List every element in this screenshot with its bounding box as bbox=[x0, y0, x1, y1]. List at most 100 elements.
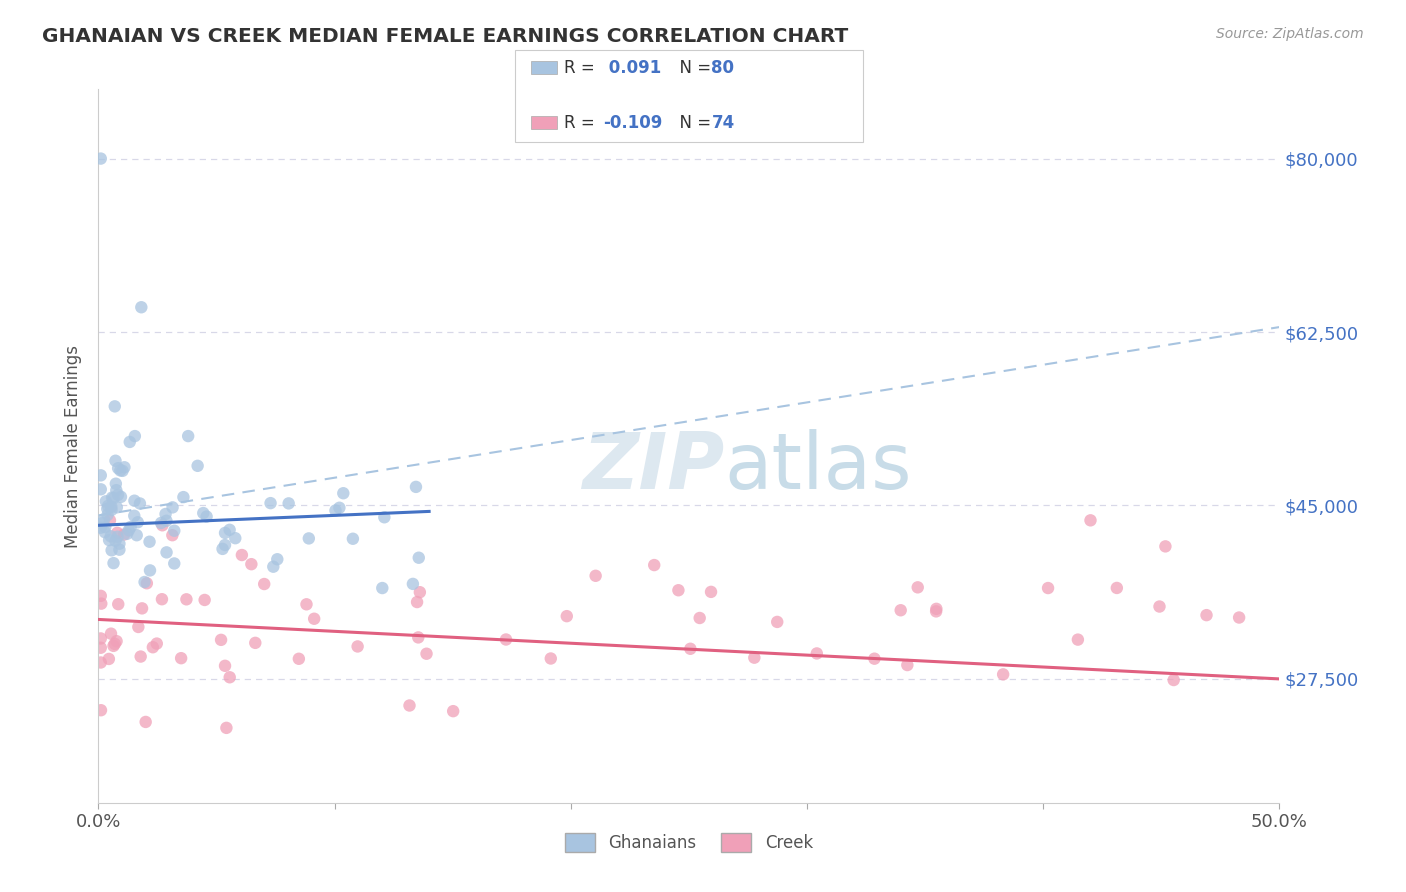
Point bbox=[1080, 513, 1102, 527]
Point bbox=[540, 651, 562, 665]
Point bbox=[131, 601, 153, 615]
Point bbox=[135, 714, 157, 729]
Point bbox=[288, 652, 311, 666]
Point bbox=[100, 543, 122, 558]
Point bbox=[155, 514, 177, 528]
Point bbox=[925, 602, 948, 616]
Point bbox=[766, 615, 789, 629]
Point bbox=[124, 493, 146, 508]
Point bbox=[907, 580, 929, 594]
Point bbox=[262, 559, 284, 574]
Point bbox=[97, 499, 120, 513]
Point bbox=[218, 670, 240, 684]
Point bbox=[127, 516, 149, 530]
Point bbox=[94, 525, 117, 540]
Point bbox=[409, 585, 432, 599]
Point bbox=[415, 647, 437, 661]
Point bbox=[245, 636, 267, 650]
Point bbox=[1067, 632, 1090, 647]
Point bbox=[218, 523, 240, 537]
Point bbox=[700, 585, 723, 599]
Point bbox=[90, 656, 112, 670]
Point bbox=[408, 550, 430, 565]
Text: atlas: atlas bbox=[724, 429, 912, 506]
Point bbox=[97, 652, 120, 666]
Point bbox=[129, 649, 152, 664]
Point bbox=[90, 589, 112, 603]
Point bbox=[231, 548, 253, 562]
Point bbox=[90, 152, 112, 166]
Point bbox=[176, 592, 198, 607]
Text: -0.109: -0.109 bbox=[603, 113, 662, 132]
Point bbox=[406, 631, 429, 645]
Point bbox=[266, 552, 288, 566]
Point bbox=[120, 520, 142, 534]
Point bbox=[93, 512, 115, 526]
Point bbox=[96, 501, 118, 516]
Point bbox=[104, 400, 127, 414]
Point bbox=[298, 532, 321, 546]
Point bbox=[405, 480, 427, 494]
Point bbox=[890, 603, 912, 617]
Point bbox=[150, 592, 173, 607]
Point bbox=[495, 632, 517, 647]
Point bbox=[138, 534, 160, 549]
Point bbox=[744, 650, 766, 665]
Point bbox=[214, 525, 236, 540]
Point bbox=[155, 545, 177, 559]
Point bbox=[104, 476, 127, 491]
Point bbox=[142, 640, 165, 655]
Point bbox=[679, 641, 702, 656]
Point bbox=[107, 488, 129, 502]
Point bbox=[215, 721, 238, 735]
Point bbox=[402, 577, 425, 591]
Point bbox=[668, 583, 690, 598]
Text: 74: 74 bbox=[711, 113, 735, 132]
Point bbox=[90, 632, 112, 646]
Point bbox=[108, 542, 131, 557]
Point bbox=[177, 429, 200, 443]
Text: N =: N = bbox=[669, 59, 717, 77]
Point bbox=[100, 626, 122, 640]
Text: N =: N = bbox=[669, 113, 717, 132]
Point bbox=[170, 651, 193, 665]
Point bbox=[295, 597, 318, 611]
Point bbox=[925, 604, 948, 618]
Point bbox=[172, 490, 194, 504]
Point bbox=[105, 634, 128, 648]
Point bbox=[332, 486, 354, 500]
Point bbox=[90, 640, 112, 655]
Point bbox=[302, 612, 325, 626]
Point bbox=[406, 595, 429, 609]
Point bbox=[163, 524, 186, 538]
Point bbox=[441, 704, 464, 718]
Point bbox=[162, 500, 184, 515]
Point bbox=[107, 530, 129, 544]
Point bbox=[100, 503, 122, 517]
Point bbox=[101, 491, 124, 505]
Point bbox=[398, 698, 420, 713]
Y-axis label: Median Female Earnings: Median Female Earnings bbox=[65, 344, 83, 548]
Point bbox=[110, 463, 132, 477]
Point bbox=[100, 500, 122, 514]
Point bbox=[105, 483, 128, 498]
Point bbox=[135, 576, 157, 591]
Point bbox=[127, 620, 149, 634]
Point bbox=[253, 577, 276, 591]
Point bbox=[991, 667, 1014, 681]
Point bbox=[209, 632, 232, 647]
Point bbox=[1227, 610, 1250, 624]
Point bbox=[240, 557, 263, 571]
Point bbox=[150, 516, 173, 530]
Point bbox=[863, 651, 886, 665]
Point bbox=[129, 496, 152, 510]
Point bbox=[325, 503, 347, 517]
Point bbox=[277, 496, 299, 510]
Point bbox=[896, 658, 918, 673]
Point bbox=[134, 574, 156, 589]
Point bbox=[643, 558, 665, 572]
Point bbox=[108, 537, 131, 551]
Point bbox=[195, 509, 218, 524]
Point bbox=[555, 609, 578, 624]
Point bbox=[131, 300, 153, 314]
